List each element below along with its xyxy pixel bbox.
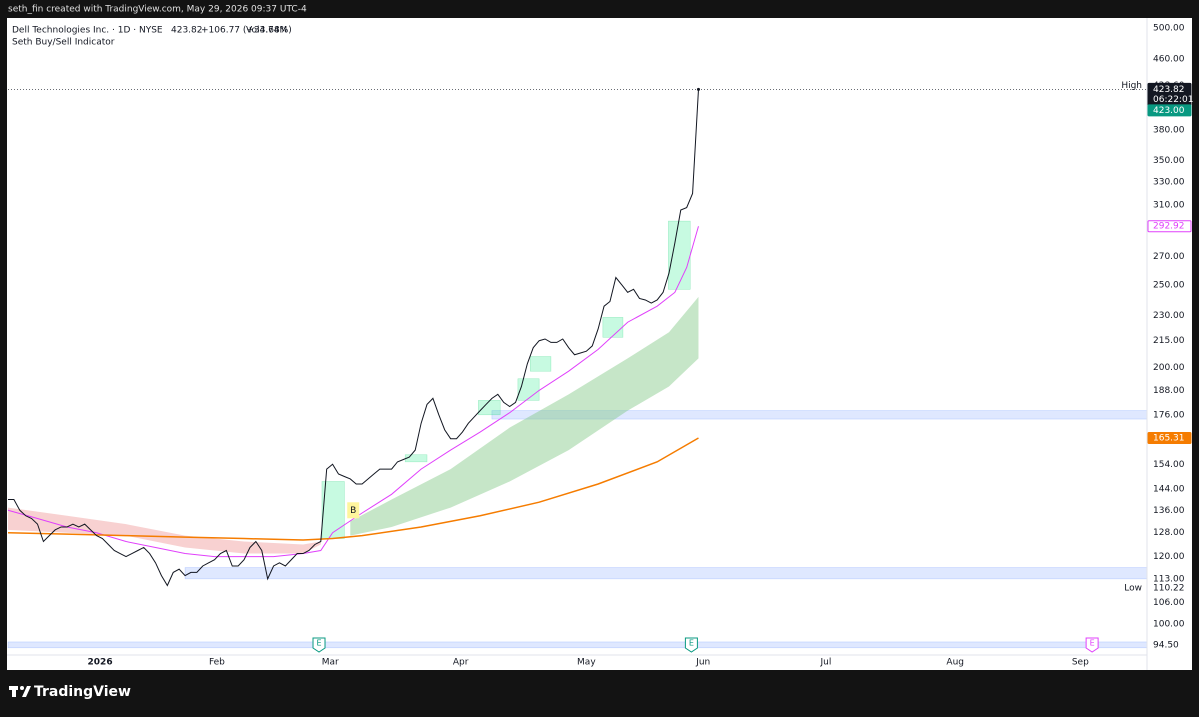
brand-logo [9, 686, 31, 697]
y-tick-label: 310.00 [1153, 201, 1185, 211]
x-tick-label: 2026 [88, 658, 113, 668]
credit: seth_fin created with TradingView.com, M… [8, 5, 307, 15]
level-band [184, 567, 1148, 580]
indicator-name: Seth Buy/Sell Indicator [12, 38, 115, 48]
quote: 423.82 [171, 26, 203, 36]
y-tick-label: 330.00 [1153, 178, 1185, 188]
bid-label: 423.00 [1153, 106, 1185, 116]
y-tick-label: 500.00 [1153, 24, 1185, 34]
event-label: E [316, 639, 321, 648]
bid-box [1147, 104, 1192, 117]
ma-box [1147, 220, 1192, 233]
y-tick-label: 380.00 [1153, 125, 1185, 135]
y-tick-label: 188.00 [1153, 386, 1185, 396]
y-tick-label: 154.00 [1153, 460, 1185, 470]
moving-average [7, 437, 699, 541]
signal-label: B [350, 506, 356, 516]
ma-label: 292.92 [1153, 222, 1185, 232]
y-tick-label: 144.00 [1153, 485, 1185, 495]
y-tick-label: 120.00 [1153, 552, 1185, 562]
countdown: 06:22:01 [1153, 95, 1193, 105]
event-marker [684, 637, 698, 653]
y-tick-label: 136.00 [1153, 506, 1185, 516]
buy-zone [478, 400, 501, 416]
event-marker [312, 637, 326, 653]
ma-label: 165.31 [1153, 434, 1185, 444]
price-line [8, 89, 699, 587]
x-tick-label: Aug [946, 658, 964, 668]
x-tick-label: Jun [695, 658, 710, 668]
ma-box [1147, 432, 1192, 445]
x-tick-label: Jul [820, 658, 832, 668]
y-tick-label: 94.50 [1153, 641, 1179, 651]
x-tick-label: May [577, 658, 596, 668]
brand: TradingView [34, 684, 131, 700]
buy-zone [517, 378, 540, 401]
y-tick-label: 215.00 [1153, 336, 1185, 346]
buy-zone [602, 317, 624, 338]
y-tick-label: 230.00 [1153, 311, 1185, 321]
event-label: E [689, 639, 694, 648]
x-tick-label: Sep [1072, 658, 1089, 668]
y-tick-label: 350.00 [1153, 156, 1185, 166]
y-tick-label: 176.00 [1153, 410, 1185, 420]
chart-area [7, 18, 1192, 670]
last-label: 423.82 [1153, 85, 1185, 95]
level-band [7, 641, 1148, 649]
x-tick-label: Apr [453, 658, 469, 668]
ribbon [350, 296, 699, 536]
signal-box [347, 502, 360, 519]
y-tick-label: 100.00 [1153, 620, 1185, 630]
low-text: Low [1124, 584, 1142, 594]
volume: Vol4.74M [246, 26, 287, 36]
y-tick-label: 113.00 [1153, 574, 1185, 584]
buy-zone [668, 220, 691, 290]
y-tick-label: 128.00 [1153, 528, 1185, 538]
high-text: High [1121, 81, 1142, 91]
ribbon [8, 507, 321, 554]
y-tick-label: 460.00 [1153, 55, 1185, 65]
last-point [696, 87, 700, 91]
low-label: 110.22 [1153, 584, 1185, 594]
buy-zone [530, 356, 552, 372]
y-tick-label: 200.00 [1153, 363, 1185, 373]
event-label: E [1090, 639, 1095, 648]
x-tick-label: Mar [322, 658, 339, 668]
event-marker [1085, 637, 1099, 653]
x-tick-label: Feb [209, 658, 225, 668]
moving-average [7, 226, 699, 558]
y-tick-label: 270.00 [1153, 252, 1185, 262]
change: +106.77 (+33.68%) [201, 26, 292, 36]
y-tick-label: 106.00 [1153, 598, 1185, 608]
buy-zone [404, 454, 428, 463]
y-tick-label: 250.00 [1153, 280, 1185, 290]
chart-title: Dell Technologies Inc. · 1D · NYSE [12, 26, 163, 36]
